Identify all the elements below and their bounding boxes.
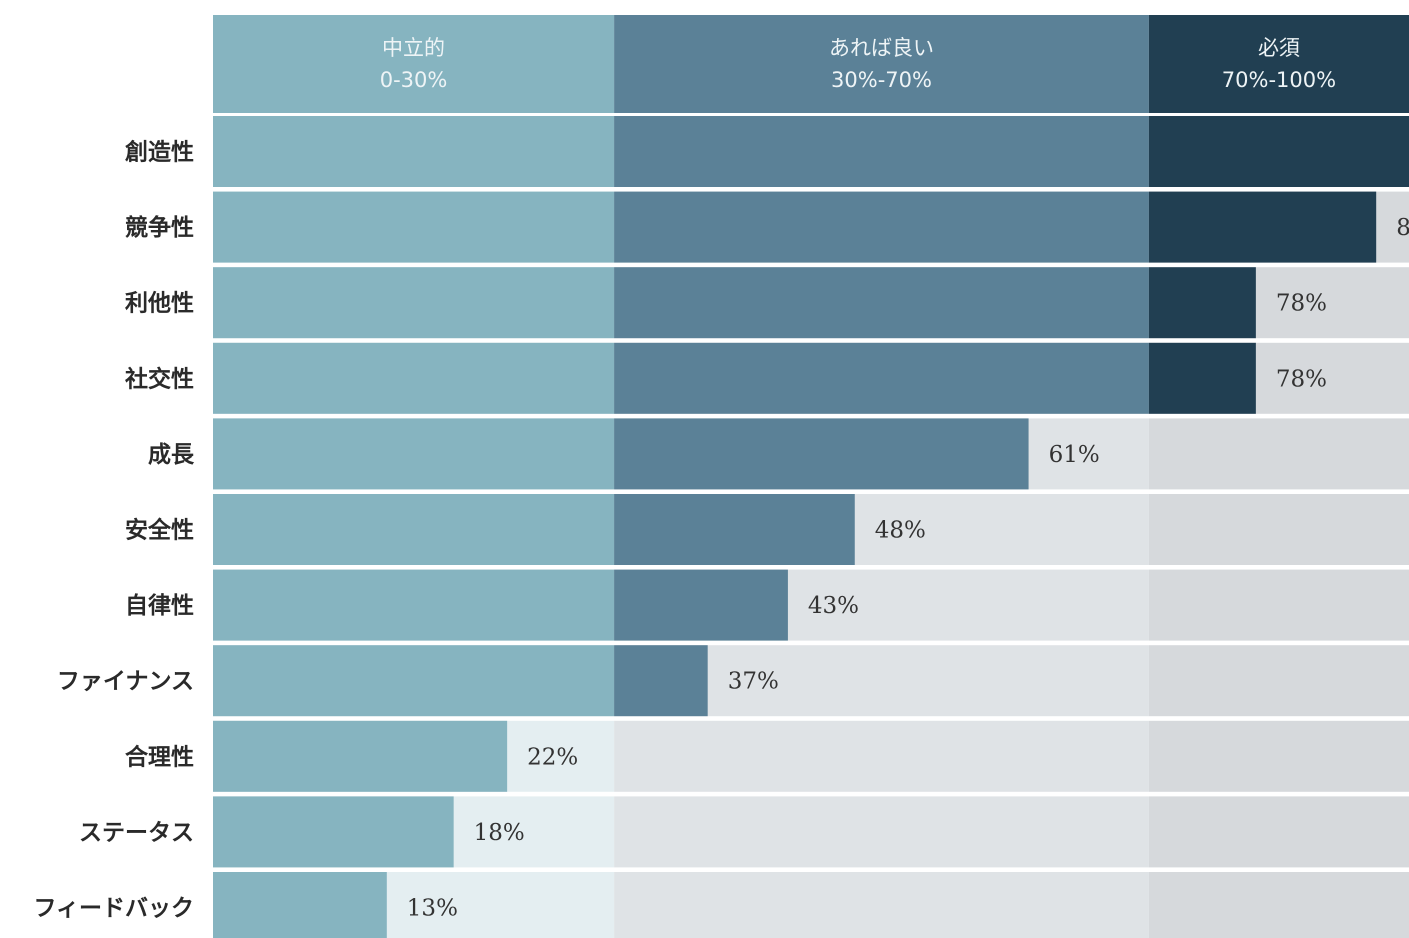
band-name-label: あれば良い [829,36,934,60]
category-label: 成長 [148,442,195,468]
band-name-label: 必須 [1258,36,1300,60]
bar-track [1148,872,1409,938]
band-header: 中立的 0-30% あれば良い 30%-70% 必須 70%-100% [213,15,1409,113]
band-header-cell [1148,15,1409,113]
category-label: フィードバック [33,896,194,922]
bar-segment [614,645,708,717]
category-label: ファイナンス [57,669,194,695]
bar-segment [213,191,615,263]
value-label: 18% [474,820,525,846]
bar-row: 社交性 78% [125,342,1409,414]
bar-track [614,720,1149,792]
bar-segment [213,342,615,414]
category-label: 競争性 [125,214,194,241]
bar-segment [1148,116,1409,187]
bar-row: 安全性 48% [125,494,1409,565]
bar-segment [614,418,1029,490]
band-range-label: 30%-70% [831,68,932,92]
bar-row: ステータス 18% [79,796,1409,868]
bar-segment [213,116,615,187]
bar-segment [1148,267,1256,339]
value-label: 48% [875,518,926,544]
bar-track [1148,720,1409,792]
bar-row: 自律性 43% [125,569,1409,641]
bar-track [1148,569,1409,641]
value-label: 87% [1396,215,1409,241]
bar-segment [614,342,1149,414]
band-header-cell [614,15,1149,113]
bar-segment [1148,191,1377,263]
bar-segment [213,720,508,792]
bar-row: 成長 61% [148,418,1409,490]
bar-row: 利他性 78% [125,267,1409,339]
value-label: 22% [527,744,578,770]
category-label: ステータス [79,820,194,846]
category-label: 創造性 [125,140,194,166]
value-label: 43% [808,593,859,619]
bar-segment [213,267,615,339]
bar-segment [213,418,615,490]
bar-segment [213,645,615,717]
bar-track [1148,796,1409,868]
bar-segment [614,116,1149,187]
band-range-label: 0-30% [380,68,448,92]
category-label: 利他性 [125,291,194,317]
category-label: 自律性 [125,592,194,619]
bar-segment [213,494,615,565]
category-label: 社交性 [125,365,194,392]
bar-segment [614,267,1149,339]
bar-segment [614,569,788,641]
bar-segment [213,796,454,868]
bar-row: ファイナンス 37% [57,645,1409,717]
value-label: 13% [407,896,458,922]
value-label: 61% [1049,442,1100,468]
value-label: 37% [728,669,779,695]
bar-row: フィードバック 13% [33,872,1409,938]
bar-segment [614,494,855,565]
bar-track [1148,418,1409,490]
category-label: 安全性 [125,517,194,544]
bar-segment [213,872,387,938]
value-label: 78% [1276,291,1327,317]
bar-rows: 創造性93% 競争性 87% 利他性 78% 社交性 78% 成長 61% 安全性 48% 自律性 43… [33,116,1409,938]
band-name-label: 中立的 [382,36,445,60]
bar-track [1148,494,1409,565]
bar-track [614,872,1149,938]
value-label: 78% [1276,366,1327,392]
band-range-label: 70%-100% [1222,68,1336,92]
band-header-cell [213,15,615,113]
bar-segment [1148,342,1256,414]
bar-row: 創造性93% [125,116,1409,187]
bar-segment [614,191,1149,263]
bar-row: 合理性 22% [125,720,1409,792]
bar-track [614,796,1149,868]
bar-row: 競争性 87% [125,191,1409,263]
bar-segment [213,569,615,641]
category-label: 合理性 [125,743,194,770]
bar-track [1148,645,1409,717]
